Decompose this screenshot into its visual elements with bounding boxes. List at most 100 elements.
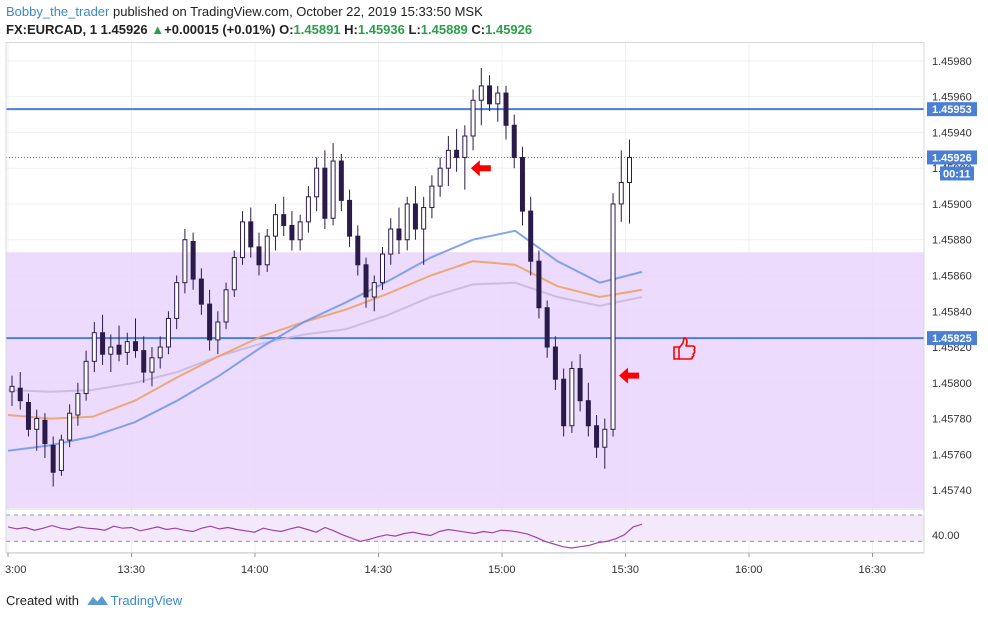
candle-body: [627, 156, 632, 183]
time-tick-label: 14:30: [365, 564, 393, 576]
candle[interactable]: [454, 128, 460, 172]
candle[interactable]: [272, 203, 278, 251]
candle[interactable]: [470, 89, 476, 151]
candle[interactable]: [141, 336, 147, 383]
candle[interactable]: [58, 434, 64, 476]
candle[interactable]: [83, 350, 89, 401]
ma-blue-line: [7, 229, 643, 452]
candle[interactable]: [487, 75, 493, 111]
candle[interactable]: [42, 413, 48, 458]
candle[interactable]: [25, 393, 31, 437]
candle[interactable]: [355, 225, 361, 276]
candle[interactable]: [165, 311, 171, 355]
candle-body: [297, 221, 303, 241]
candle[interactable]: [75, 382, 81, 426]
candle[interactable]: [9, 375, 15, 407]
candle[interactable]: [133, 318, 138, 358]
candle[interactable]: [519, 146, 525, 226]
candle[interactable]: [396, 207, 402, 255]
candle[interactable]: [404, 196, 410, 251]
candle[interactable]: [585, 382, 591, 437]
candle[interactable]: [240, 211, 246, 265]
candle[interactable]: [371, 275, 377, 312]
candle[interactable]: [536, 250, 542, 319]
candle[interactable]: [190, 232, 196, 290]
candle-body: [83, 360, 89, 395]
candle[interactable]: [338, 153, 344, 212]
candle-body: [536, 260, 542, 309]
level-price-label-lower-bg: [927, 331, 977, 346]
candle[interactable]: [149, 347, 155, 387]
candle[interactable]: [297, 214, 303, 251]
candle[interactable]: [462, 125, 468, 190]
candle[interactable]: [289, 211, 295, 251]
candle-body: [305, 196, 311, 223]
tradingview-brand[interactable]: TradingView: [110, 593, 183, 608]
candle[interactable]: [552, 336, 558, 390]
candle[interactable]: [594, 415, 600, 458]
candle[interactable]: [256, 232, 262, 276]
candle[interactable]: [17, 372, 23, 410]
candle-body: [503, 92, 509, 126]
candle[interactable]: [388, 218, 394, 265]
candle[interactable]: [478, 68, 484, 126]
candle-body: [618, 182, 624, 205]
candle-body: [602, 428, 608, 448]
candle[interactable]: [174, 275, 180, 330]
candle[interactable]: [264, 229, 270, 272]
candle[interactable]: [511, 114, 517, 169]
candle[interactable]: [305, 186, 311, 233]
candle[interactable]: [67, 404, 73, 448]
candle[interactable]: [100, 314, 106, 365]
candle[interactable]: [182, 229, 188, 294]
candle-body: [91, 332, 97, 362]
candle[interactable]: [223, 282, 229, 330]
candle[interactable]: [412, 186, 418, 240]
candle-body: [240, 221, 246, 259]
candle[interactable]: [528, 196, 534, 276]
candle[interactable]: [577, 354, 583, 412]
candle[interactable]: [198, 268, 204, 315]
candle[interactable]: [314, 157, 320, 212]
price-tick-label: 1.45780: [932, 414, 972, 426]
candle[interactable]: [116, 325, 122, 362]
candle[interactable]: [544, 300, 550, 358]
candle[interactable]: [108, 334, 114, 373]
candle[interactable]: [495, 85, 501, 122]
rsi-tick-label: 40.00: [932, 530, 960, 542]
candle[interactable]: [503, 85, 509, 140]
candle[interactable]: [602, 418, 608, 469]
symbol-label[interactable]: FX:EURCAD, 1: [6, 22, 98, 37]
candle[interactable]: [627, 139, 632, 224]
candle-body: [272, 214, 278, 237]
candle[interactable]: [421, 196, 427, 265]
low-label: L:: [408, 22, 421, 37]
candle[interactable]: [437, 157, 443, 197]
candle-body: [190, 241, 196, 280]
candle[interactable]: [618, 150, 624, 222]
candle[interactable]: [248, 207, 254, 258]
candle[interactable]: [569, 361, 575, 433]
candle[interactable]: [445, 136, 451, 187]
candle[interactable]: [207, 289, 213, 351]
candle[interactable]: [330, 143, 336, 226]
candle[interactable]: [34, 409, 40, 451]
candle[interactable]: [347, 189, 353, 247]
candle[interactable]: [124, 332, 130, 365]
candle-body: [165, 317, 171, 348]
candle[interactable]: [157, 336, 163, 369]
price-chart[interactable]: 1.457401.457601.457801.458001.458201.458…: [0, 0, 988, 590]
candle[interactable]: [363, 257, 369, 308]
candle[interactable]: [50, 436, 56, 487]
candle[interactable]: [231, 250, 237, 297]
candle[interactable]: [561, 368, 567, 437]
candle[interactable]: [380, 246, 385, 290]
candle[interactable]: [215, 311, 221, 355]
candle[interactable]: [429, 175, 435, 219]
candle[interactable]: [610, 193, 616, 437]
candle[interactable]: [281, 196, 287, 237]
author-name[interactable]: Bobby_the_trader: [6, 4, 110, 19]
candle[interactable]: [91, 322, 97, 373]
candle-body: [248, 221, 254, 248]
candle[interactable]: [322, 150, 328, 229]
